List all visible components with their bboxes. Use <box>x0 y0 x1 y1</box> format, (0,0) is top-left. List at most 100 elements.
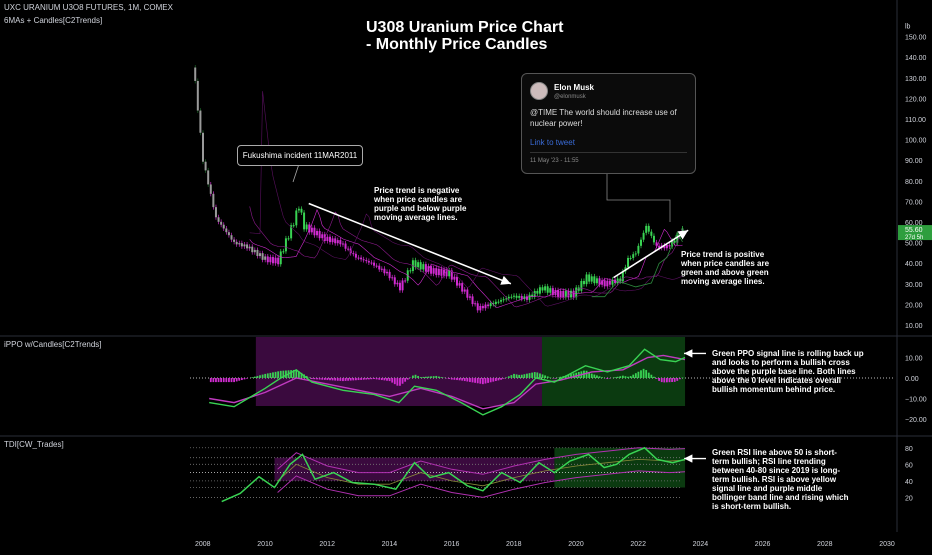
price-candle <box>560 291 562 297</box>
price-candle <box>259 253 261 256</box>
price-candle <box>637 246 639 254</box>
ppo-histogram-bar <box>404 378 406 382</box>
ppo-histogram-bar <box>430 376 432 378</box>
price-candle <box>433 268 435 274</box>
tweet-text: @TIME The world should increase use of n… <box>530 107 690 129</box>
ppo-histogram-bar <box>661 378 663 382</box>
x-tick-label: 2026 <box>755 541 771 548</box>
ppo-histogram-bar <box>448 378 450 379</box>
tweet-date: 11 May '23 - 11:55 <box>530 158 579 164</box>
y-tick-label: 100.00 <box>905 138 927 145</box>
price-candle <box>588 274 590 281</box>
ppo-histogram-bar <box>311 378 313 379</box>
ppo-histogram-bar <box>638 372 640 378</box>
ppo-histogram-bar <box>420 377 422 378</box>
price-candle <box>376 266 378 267</box>
price-candle <box>596 278 598 283</box>
ppo-histogram-bar <box>386 378 388 381</box>
price-candle <box>453 277 455 280</box>
price-candle <box>593 276 595 283</box>
ppo-histogram-bar <box>438 377 440 378</box>
tweet-card: Elon Musk @elonmusk @TIME The world shou… <box>521 73 696 174</box>
x-tick-label: 2014 <box>382 541 398 548</box>
note-line: purple and below purple <box>374 204 466 213</box>
ppo-y-tick-label: −20.00 <box>905 417 927 424</box>
note-line: above the 0 level indicates overall <box>712 376 864 385</box>
price-tag-countdown: 27d 5h <box>905 235 923 241</box>
price-candle <box>653 236 655 243</box>
ppo-histogram-bar <box>275 372 277 378</box>
x-tick-label: 2028 <box>817 541 833 548</box>
ppo-histogram-bar <box>645 370 647 378</box>
symbol-title: UXC URANIUM U3O8 FUTURES, 1M, COMEX <box>4 3 173 12</box>
chart-title-line: U308 Uranium Price Chart <box>366 19 563 36</box>
ppo-histogram-bar <box>358 378 360 380</box>
price-candle <box>669 245 671 246</box>
price-candle <box>267 256 269 262</box>
tdi-note: Green RSI line above 50 is short- term b… <box>712 448 848 511</box>
ppo-histogram-bar <box>648 373 650 378</box>
ppo-y-tick-label: 10.00 <box>905 356 923 363</box>
ppo-histogram-bar <box>643 369 645 378</box>
x-tick-label: 2022 <box>630 541 646 548</box>
ppo-histogram-bar <box>225 378 227 382</box>
price-candle <box>326 237 328 241</box>
price-candle <box>549 288 551 293</box>
price-candle <box>306 225 308 230</box>
ppo-histogram-bar <box>394 378 396 384</box>
price-candle <box>635 253 637 254</box>
price-candle <box>231 235 233 239</box>
price-candle <box>542 287 544 290</box>
price-candle <box>383 269 385 273</box>
ppo-histogram-bar <box>521 375 523 378</box>
ppo-histogram-bar <box>529 373 531 378</box>
ppo-histogram-bar <box>396 378 398 386</box>
ppo-histogram-bar <box>674 378 676 382</box>
tweet-link[interactable]: Link to tweet <box>530 138 575 147</box>
price-candle <box>334 238 336 243</box>
price-candle <box>469 296 471 297</box>
price-candle <box>417 262 419 267</box>
price-candle <box>339 240 341 244</box>
price-candle <box>215 207 217 217</box>
ppo-histogram-bar <box>241 378 243 380</box>
ppo-histogram-bar <box>244 378 246 379</box>
ppo-histogram-bar <box>314 378 316 379</box>
x-tick-label: 2010 <box>257 541 273 548</box>
ppo-indicator-label: iPPO w/Candles[C2Trends] <box>4 340 102 349</box>
note-line: above the purple base line. Both lines <box>712 367 864 376</box>
tdi-indicator-label: TDI[CW_Trades] <box>4 440 64 449</box>
price-candle <box>210 184 212 193</box>
fukushima-callout: Fukushima incident 11MAR2011 <box>237 145 363 166</box>
price-candle <box>567 291 569 298</box>
price-candle <box>358 258 360 259</box>
ppo-histogram-bar <box>549 377 551 378</box>
y-tick-label: 20.00 <box>905 302 923 309</box>
price-candle <box>604 280 606 286</box>
note-line: when price candles are <box>374 195 466 204</box>
y-tick-label: 120.00 <box>905 96 927 103</box>
ppo-histogram-bar <box>679 378 681 379</box>
ppo-histogram-bar <box>236 378 238 381</box>
price-candle <box>264 256 266 259</box>
note-line: bullish momentum behind price. <box>712 385 864 394</box>
tdi-y-tick-label: 80 <box>905 446 913 453</box>
price-candle <box>205 162 207 171</box>
negative-trend-note: Price trend is negative when price candl… <box>374 186 466 222</box>
ppo-histogram-bar <box>220 378 222 382</box>
y-tick-label: 70.00 <box>905 199 923 206</box>
ppo-histogram-bar <box>339 378 341 381</box>
ppo-histogram-bar <box>671 378 673 382</box>
price-candle <box>518 296 520 298</box>
price-candle <box>225 229 227 233</box>
tdi-y-tick-label: 60 <box>905 462 913 469</box>
ppo-histogram-bar <box>492 378 494 382</box>
ppo-histogram-bar <box>231 378 233 382</box>
ppo-histogram-bar <box>365 378 367 380</box>
price-candle <box>497 302 499 303</box>
note-line: and looks to perform a bullish cross <box>712 358 864 367</box>
moving-average-line <box>250 210 683 307</box>
price-candle <box>420 262 422 269</box>
tweet-divider <box>530 152 687 153</box>
